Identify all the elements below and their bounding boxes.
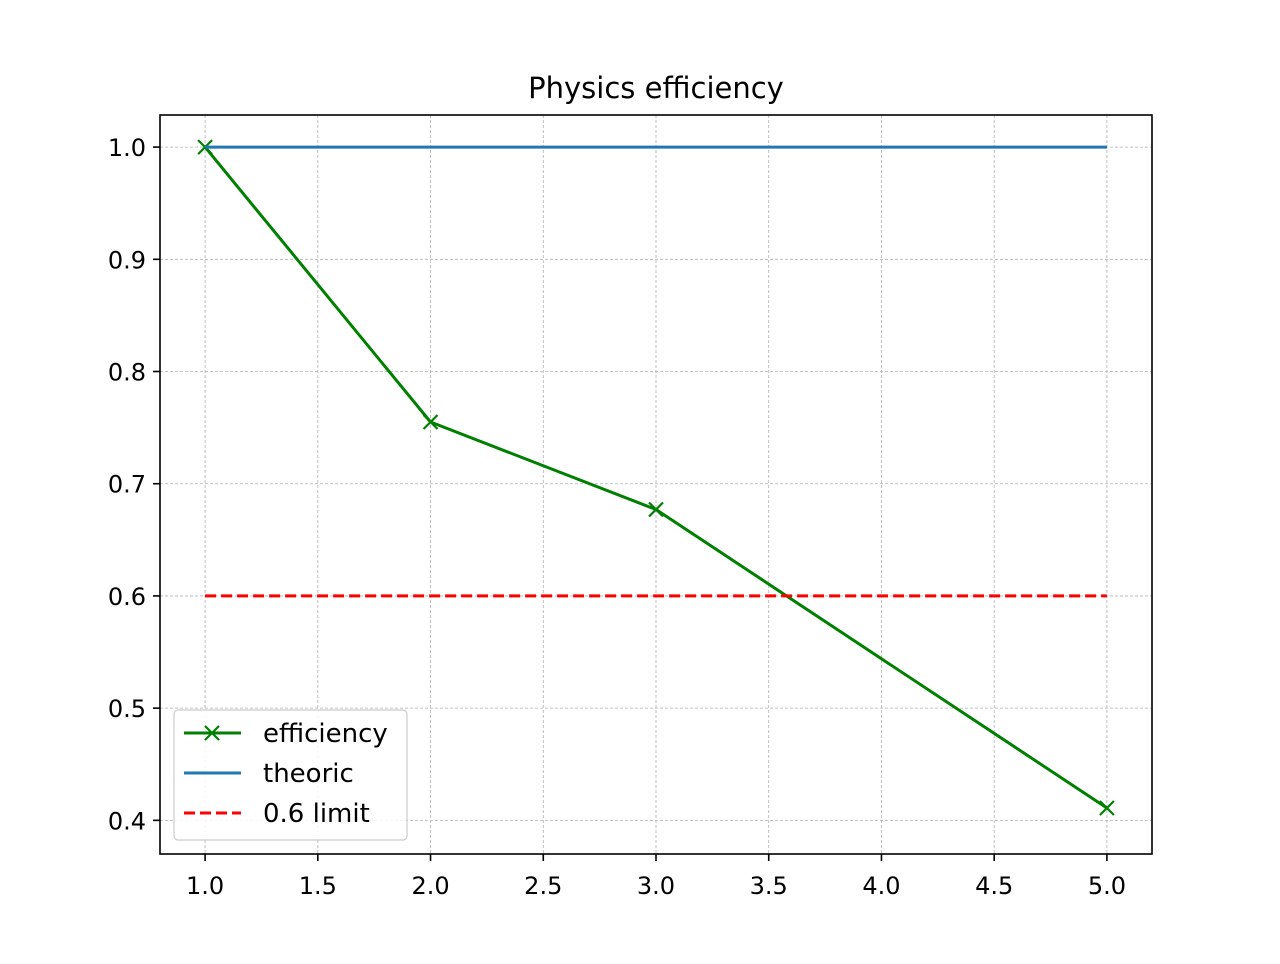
legend-entry: 0.6 limit	[184, 799, 370, 829]
x-tick-label: 2.5	[524, 872, 562, 900]
x-tick-label: 5.0	[1088, 872, 1126, 900]
legend-label: efficiency	[263, 719, 388, 749]
legend-marker	[204, 725, 220, 741]
x-tick-label: 1.5	[299, 872, 337, 900]
x-tick-label: 3.5	[750, 872, 788, 900]
legend-box	[173, 709, 408, 841]
y-tick-label: 0.5	[108, 695, 146, 723]
x-tick-label: 2.0	[411, 872, 449, 900]
y-tick-label: 0.6	[108, 583, 146, 611]
legend-entry: theoric	[184, 759, 354, 789]
axes: 1.0 1.5 2.0 2.5 3.0 3.5 4.0 4.5 5.0 0.4 0.5 0.6 0.7 0…	[108, 114, 1153, 900]
y-tick-label: 0.9	[108, 246, 146, 274]
series-lines	[197, 139, 1115, 816]
chart-title: Physics efficiency	[528, 71, 784, 105]
x-tick-label: 4.0	[862, 872, 900, 900]
series-line-efficiency	[203, 146, 1108, 810]
data-point-marker	[1099, 800, 1115, 816]
y-tick-label: 0.4	[108, 807, 146, 835]
data-point-marker	[422, 414, 439, 430]
legend-label: theoric	[263, 759, 354, 789]
y-tick-label: 1.0	[108, 134, 146, 162]
legend: efficiency theoric 0.6 limit	[173, 709, 408, 841]
legend-label: 0.6 limit	[263, 799, 370, 829]
x-tick-label: 3.0	[637, 872, 675, 900]
y-tick-label: 0.7	[108, 471, 146, 499]
x-tick-label: 4.5	[975, 872, 1013, 900]
y-tick-label: 0.8	[108, 359, 146, 387]
legend-entry: efficiency	[184, 719, 388, 749]
x-tick-label: 1.0	[186, 872, 224, 900]
data-point-marker	[648, 501, 664, 518]
